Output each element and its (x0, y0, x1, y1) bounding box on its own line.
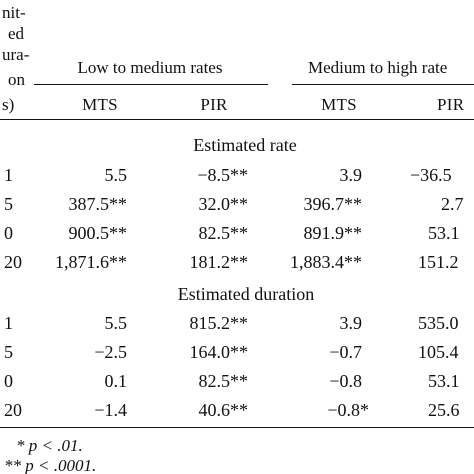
spanner-rule-left (34, 84, 268, 85)
row-stub: 5 (4, 342, 13, 362)
table-cell: −0.7 (329, 342, 362, 362)
table-cell: 181.2** (189, 252, 249, 272)
stub-header-line-4: on (8, 70, 25, 89)
table-cell: −0.8 (329, 371, 362, 391)
table-cell: 105.4 (418, 342, 459, 362)
table-cell: 5.5 (104, 165, 128, 185)
table-cell: 3.9 (339, 313, 363, 333)
table-cell: −1.4 (94, 400, 127, 420)
table-cell: 1,871.6** (55, 252, 127, 272)
table-cell: 164.0** (189, 342, 249, 362)
table-cell: 82.5** (198, 223, 249, 243)
table-cell: 32.0** (198, 194, 249, 214)
row-stub: 1 (4, 165, 13, 185)
table-cell: 1,883.4** (290, 252, 362, 272)
column-header-mts-1: MTS (82, 95, 118, 114)
table-cell: −0.8* (327, 400, 369, 420)
section-title-estimated-duration: Estimated duration (177, 284, 315, 304)
table-cell: 82.5** (198, 371, 249, 391)
table-cell: 900.5** (68, 223, 128, 243)
row-stub: 1 (4, 313, 13, 333)
row-stub: 20 (4, 252, 22, 272)
table-bottom-rule (0, 427, 474, 428)
table-cell: 53.1 (428, 223, 460, 243)
row-stub: 0 (4, 223, 13, 243)
footnote-2: ** p < .0001. (4, 456, 97, 474)
row-stub: 5 (4, 194, 13, 214)
table-cell: 2.7 (441, 194, 464, 214)
row-stub: 20 (4, 400, 22, 420)
column-header-pir-1: PIR (200, 95, 228, 114)
table-cell: 815.2** (189, 313, 249, 333)
spanner-rule-right (292, 84, 474, 85)
row-stub: 0 (4, 371, 13, 391)
table-cell: 53.1 (428, 371, 460, 391)
table-cell: 5.5 (104, 313, 128, 333)
table-cell: 396.7** (303, 194, 363, 214)
header-bottom-rule (0, 119, 474, 120)
table-cell: 535.0 (418, 313, 459, 333)
stub-header-line-5: s) (2, 95, 15, 114)
table-cell: −8.5** (197, 165, 248, 185)
table-cell: 151.2 (418, 252, 459, 272)
table-cell: 891.9** (303, 223, 363, 243)
table-cell: 40.6** (198, 400, 249, 420)
footnote-1: * p < .01. (16, 436, 83, 455)
table-cell: −36.5 (410, 165, 452, 185)
table-cell: 3.9 (339, 165, 363, 185)
table-cell: −2.5 (94, 342, 127, 362)
table-cell: 0.1 (104, 371, 128, 391)
group-header-low-to-medium: Low to medium rates (77, 58, 223, 77)
table-cell: 25.6 (428, 400, 460, 420)
stub-header-line-1: nit- (2, 3, 26, 22)
stub-header-line-2: ed (8, 24, 25, 43)
table-cell: 387.5** (68, 194, 128, 214)
group-header-medium-to-high: Medium to high rate (308, 58, 448, 77)
stub-header-line-3: ura- (2, 45, 30, 64)
section-title-estimated-rate: Estimated rate (193, 135, 297, 155)
column-header-pir-2: PIR (437, 95, 465, 114)
column-header-mts-2: MTS (321, 95, 357, 114)
